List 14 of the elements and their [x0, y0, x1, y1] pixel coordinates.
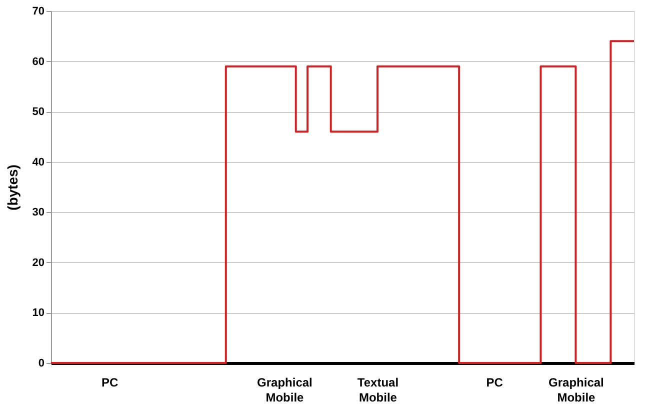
y-tick-label: 60 [32, 56, 44, 68]
x-tick-label: Textual Mobile [357, 376, 399, 404]
y-tick-label: 70 [32, 6, 44, 18]
y-tick-label: 30 [32, 206, 44, 219]
x-tick-label: Graphical Mobile [257, 376, 312, 404]
y-tick-label: 20 [32, 256, 44, 269]
x-tick-label: PC [101, 376, 118, 390]
y-tick-label: 50 [32, 106, 44, 118]
y-tick-label: 0 [38, 358, 44, 370]
x-tick-label: PC [486, 376, 504, 390]
y-tick-label: 10 [32, 307, 44, 320]
y-tick-label: 40 [32, 156, 44, 168]
x-tick-label: Graphical Mobile [548, 376, 604, 404]
y-axis-title: (bytes) [4, 164, 20, 210]
